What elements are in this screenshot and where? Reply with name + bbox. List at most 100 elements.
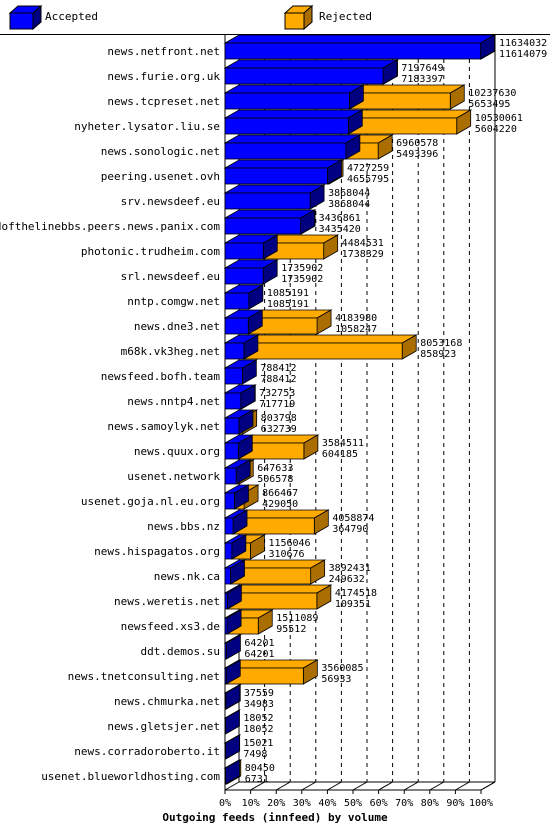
bar-accepted: [223, 59, 399, 85]
value-label-offered: 6960578: [396, 138, 438, 149]
category-label: news.quux.org: [134, 445, 220, 458]
x-tick-label: 100%: [469, 798, 493, 809]
bar-front-face: [224, 192, 311, 210]
category-label: newsfeed.bofh.team: [101, 370, 221, 383]
bar-front-face: [224, 767, 226, 785]
bar-front-face: [224, 292, 250, 310]
category-label: news.tnetconsulting.net: [68, 670, 220, 683]
floor-tick: [327, 781, 342, 791]
value-label-accepted: 7183397: [401, 74, 443, 85]
category-label: srv.newsdeef.eu: [121, 195, 220, 208]
bar-top-face: [346, 109, 473, 119]
category-label: news.sonologic.net: [101, 145, 220, 158]
value-label-offered: 803798: [261, 413, 297, 424]
value-label-offered: 4058874: [332, 513, 374, 524]
bar-accepted: [223, 584, 243, 610]
category-label: news.chmurka.net: [114, 695, 220, 708]
category-label: nntp.comgw.net: [127, 295, 220, 308]
value-label-accepted: 4655795: [347, 174, 389, 185]
legend-swatch-rejected: [283, 4, 314, 31]
floor-tick: [378, 781, 393, 791]
bar-front-face: [224, 567, 231, 585]
value-label-offered: 1735902: [281, 263, 323, 274]
category-label: news.corradoroberto.it: [74, 745, 220, 758]
category-label: m68k.vk3heg.net: [121, 345, 220, 358]
bar-accepted: [223, 334, 260, 360]
value-label-offered: 1085191: [267, 288, 309, 299]
value-label-offered: 4484531: [342, 238, 384, 249]
value-label-offered: 1511089: [276, 613, 318, 624]
value-label-accepted: 1058247: [335, 324, 377, 335]
bar-side-face: [225, 684, 241, 710]
category-label: news.dne3.net: [134, 320, 220, 333]
value-label-accepted: 1738329: [342, 249, 384, 260]
bar-rejected: [236, 434, 320, 460]
bar-accepted: [223, 559, 246, 585]
bar-accepted: [223, 709, 242, 735]
value-label-offered: 7197649: [401, 63, 443, 74]
bar-top-face: [223, 159, 343, 169]
value-label-accepted: 364790: [332, 524, 368, 535]
bar-front-face: [224, 592, 228, 610]
category-label: news.bbs.nz: [147, 520, 220, 533]
bar-front-face: [224, 667, 227, 685]
value-label-offered: 1156046: [268, 538, 310, 549]
floor-tick: [403, 781, 419, 791]
bar-rejected: [347, 84, 466, 110]
bar-front-face: [224, 642, 227, 660]
value-label-accepted: 632739: [261, 424, 297, 435]
category-label: nyheter.lysator.liu.se: [74, 120, 220, 133]
value-label-accepted: 249632: [329, 574, 365, 585]
value-label-offered: 3584511: [322, 438, 364, 449]
value-label-offered: 788412: [260, 363, 296, 374]
floor-tick: [429, 781, 445, 791]
bar-front-face: [224, 217, 301, 235]
value-label-accepted: 56933: [321, 674, 351, 685]
value-label-accepted: 5604220: [475, 124, 517, 135]
bar-front-face: [224, 92, 350, 110]
value-labels: 1163403211614079719764971833971023763056…: [243, 38, 547, 785]
bar-accepted: [223, 84, 365, 110]
bar-accepted: [223, 509, 249, 535]
bar-rejected: [224, 659, 319, 685]
value-label-accepted: 858923: [420, 349, 456, 360]
value-label-offered: 37559: [244, 688, 274, 699]
bar-front-face: [347, 117, 458, 135]
grid: [224, 35, 496, 791]
value-label-offered: 4183980: [335, 313, 377, 324]
bar-accepted: [223, 609, 243, 635]
value-label-accepted: 5493396: [396, 149, 438, 160]
x-tick-label: 70%: [395, 798, 413, 809]
value-label-offered: 18052: [243, 713, 273, 724]
bar-side-face: [225, 734, 240, 760]
value-label-accepted: 717719: [259, 399, 295, 410]
bar-front-face: [224, 267, 264, 285]
value-label-offered: 3892431: [329, 563, 371, 574]
bar-top-face: [223, 134, 362, 144]
bar-accepted: [223, 34, 497, 60]
bar-front-face: [224, 42, 481, 60]
bar-front-face: [224, 442, 239, 460]
bar-front-face: [224, 542, 233, 560]
bar-top-face: [223, 34, 497, 44]
bar-top-face: [242, 334, 418, 344]
legend-swatch-accepted: [8, 4, 43, 31]
x-tick-label: 40%: [318, 798, 336, 809]
bar-accepted: [223, 184, 326, 210]
value-label-accepted: 6731: [245, 774, 269, 785]
bar-accepted: [223, 659, 242, 685]
value-label-accepted: 429050: [262, 499, 298, 510]
value-label-accepted: 7498: [243, 749, 267, 760]
bar-accepted: [223, 109, 364, 135]
bar-front-face: [224, 117, 349, 135]
bar-top-face: [223, 184, 326, 194]
value-label-accepted: 604185: [322, 449, 358, 460]
category-label: peering.usenet.ovh: [101, 170, 220, 183]
value-label-accepted: 788412: [260, 374, 296, 385]
category-label: news.nntp4.net: [127, 395, 220, 408]
value-label-offered: 3560085: [321, 663, 363, 674]
legend-swatches: [8, 4, 314, 31]
value-label-offered: 15021: [243, 738, 273, 749]
bar-front-face: [224, 67, 384, 85]
floor-tick: [455, 781, 470, 791]
